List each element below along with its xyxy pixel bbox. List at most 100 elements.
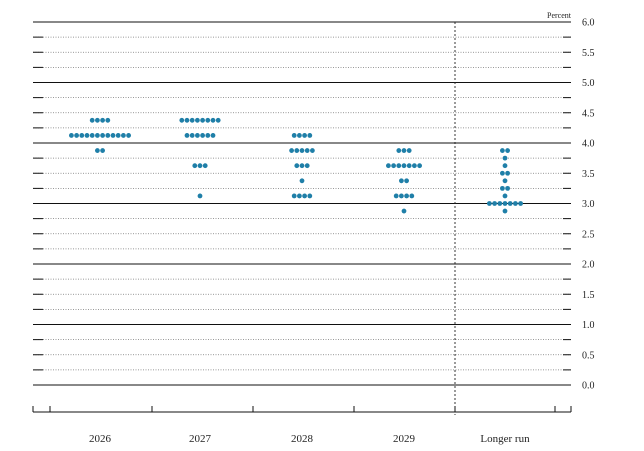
projection-dot (505, 148, 510, 153)
projection-dot (210, 117, 216, 123)
projection-dot (497, 201, 503, 206)
projection-dot (210, 133, 216, 138)
dots-layer (69, 117, 523, 214)
projection-dot (502, 178, 508, 184)
projection-dot (184, 133, 190, 138)
y-tick-label: 1.0 (582, 320, 595, 331)
projection-dot (200, 117, 206, 123)
projection-dot (179, 117, 185, 123)
projection-dot (202, 163, 208, 169)
projection-dot (502, 208, 508, 214)
projection-dot (95, 117, 100, 123)
projection-dot (401, 148, 407, 153)
projection-dot (100, 133, 105, 138)
projection-dot (502, 201, 508, 206)
projection-dot (487, 201, 492, 206)
projection-dot (304, 163, 310, 169)
projection-dot (184, 117, 190, 123)
y-tick-label: 5.5 (582, 48, 595, 59)
y-tick-label: 0.5 (582, 350, 595, 361)
projection-dot (69, 133, 74, 138)
x-category-label: 2028 (291, 433, 314, 445)
projection-dot (500, 170, 505, 176)
projection-dot (492, 201, 497, 206)
y-tick-label: 6.0 (582, 18, 595, 29)
projection-dot (195, 117, 200, 123)
projection-dot (310, 148, 315, 153)
projection-dot (95, 133, 100, 138)
projection-dot (399, 193, 404, 199)
projection-dot (100, 117, 105, 123)
projection-dot (110, 133, 116, 138)
projection-dot (505, 170, 510, 176)
projection-dot (500, 185, 505, 191)
projection-dot (502, 193, 508, 199)
x-category-label: 2026 (89, 433, 112, 445)
x-category-label: Longer run (480, 433, 530, 445)
y-tick-label: 4.5 (582, 108, 595, 119)
projection-dot (391, 163, 396, 169)
y-tick-label: 2.0 (582, 260, 595, 271)
projection-dot (502, 155, 508, 161)
y-tick-label: 3.0 (582, 199, 595, 210)
projection-dot (307, 133, 313, 138)
unit-label: Percent (547, 11, 572, 20)
projection-dot (197, 163, 203, 169)
projection-dot (404, 193, 409, 199)
projection-dot (393, 193, 399, 199)
projection-dot (291, 133, 297, 138)
y-tick-label: 2.5 (582, 229, 595, 240)
projection-dot (302, 193, 307, 199)
projection-dot (513, 201, 518, 206)
projection-dot (205, 133, 211, 138)
projection-dot (189, 133, 195, 138)
projection-dot (294, 148, 300, 153)
projection-dot (192, 163, 198, 169)
projection-dot (291, 193, 297, 199)
projection-dot (197, 193, 203, 199)
projection-dot (304, 148, 310, 153)
projection-dot (396, 148, 402, 153)
y-tick-label: 3.5 (582, 169, 595, 180)
projection-dot (115, 133, 121, 138)
projection-dot (89, 117, 95, 123)
projection-dot (505, 185, 510, 191)
projection-dot (518, 201, 523, 206)
projection-dot (105, 117, 111, 123)
projection-dot (406, 163, 412, 169)
projection-dot (386, 163, 391, 169)
y-tick-label: 4.0 (582, 139, 595, 150)
projection-dot (105, 133, 111, 138)
projection-dot (307, 193, 313, 199)
projection-dot (74, 133, 79, 138)
projection-dot (500, 148, 505, 153)
y-tick-label: 5.0 (582, 78, 595, 89)
projection-dot (126, 133, 131, 138)
projection-dot (205, 117, 211, 123)
projection-dot (412, 163, 417, 169)
projection-dot (406, 148, 412, 153)
x-category-label: 2029 (393, 433, 416, 445)
projection-dot (507, 201, 513, 206)
projection-dot (79, 133, 85, 138)
projection-dot (294, 163, 300, 169)
projection-dot (299, 178, 305, 184)
y-tick-label: 0.0 (582, 381, 595, 392)
projection-dot (121, 133, 126, 138)
grid-layer (33, 21, 571, 386)
projection-dot (409, 193, 415, 199)
axis-layer: 6.0 5.5 5.0 4.5 4.0 3.5 3.0 2.5 2.0 1.5 1.0 0.5 0.0 2… (32, 18, 595, 445)
projection-dot (302, 133, 307, 138)
x-category-label: 2027 (189, 433, 212, 445)
projection-dot (95, 148, 100, 153)
projection-dot (299, 163, 305, 169)
projection-dot (215, 117, 221, 123)
projection-dot (84, 133, 90, 138)
projection-dot (189, 117, 195, 123)
projection-dot (401, 208, 407, 214)
projection-dot (289, 148, 294, 153)
projection-dot (502, 163, 508, 169)
projection-dot (399, 178, 404, 184)
projection-dot (200, 133, 206, 138)
